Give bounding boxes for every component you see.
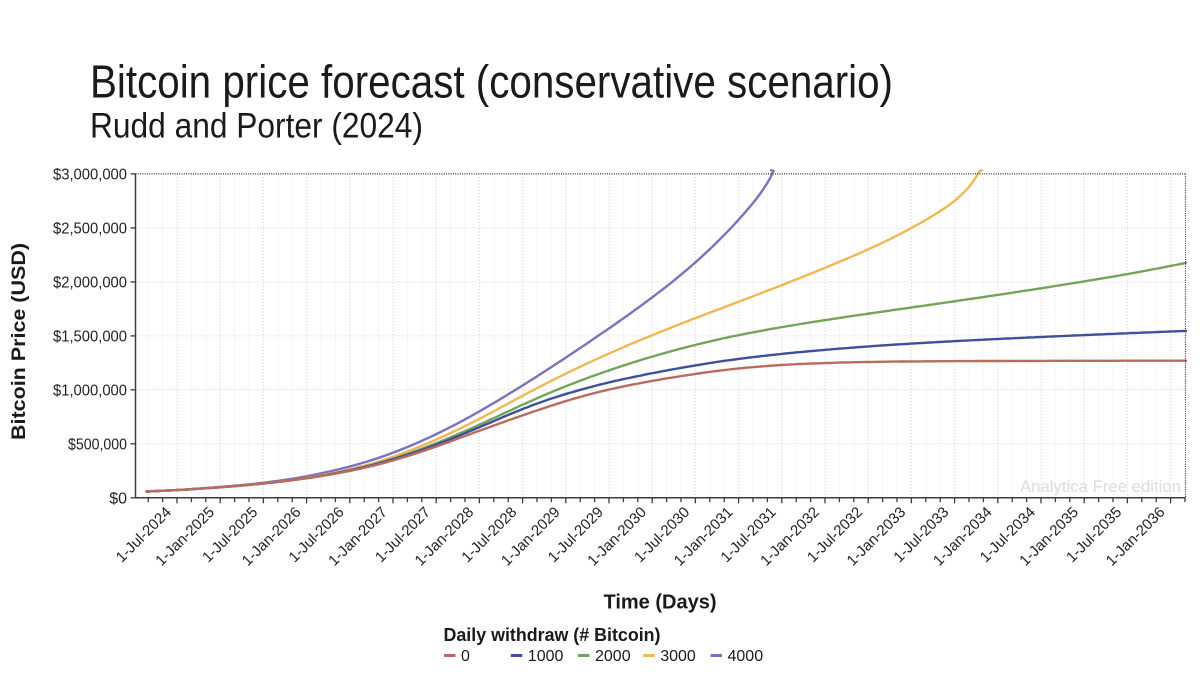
svg-text:Time (Days): Time (Days): [603, 592, 716, 614]
svg-text:1000: 1000: [528, 648, 564, 665]
svg-text:0: 0: [461, 648, 470, 665]
svg-text:$1,500,000: $1,500,000: [53, 328, 127, 345]
svg-text:4000: 4000: [728, 648, 764, 665]
svg-text:3000: 3000: [660, 648, 696, 665]
svg-text:$1,000,000: $1,000,000: [53, 382, 127, 399]
svg-text:$3,000,000: $3,000,000: [53, 166, 127, 183]
svg-text:Bitcoin Price (USD): Bitcoin Price (USD): [9, 243, 30, 440]
svg-text:$2,000,000: $2,000,000: [53, 274, 127, 291]
svg-text:Analytica Free edition: Analytica Free edition: [1020, 477, 1181, 496]
svg-text:Rudd and Porter (2024): Rudd and Porter (2024): [90, 107, 423, 146]
svg-text:$0: $0: [109, 490, 127, 507]
svg-text:2000: 2000: [595, 648, 631, 665]
svg-text:Bitcoin price forecast (conser: Bitcoin price forecast (conservative sce…: [90, 56, 893, 108]
svg-text:$500,000: $500,000: [68, 436, 127, 453]
svg-text:Daily withdraw (# Bitcoin): Daily withdraw (# Bitcoin): [444, 625, 661, 645]
svg-text:$2,500,000: $2,500,000: [53, 220, 127, 237]
